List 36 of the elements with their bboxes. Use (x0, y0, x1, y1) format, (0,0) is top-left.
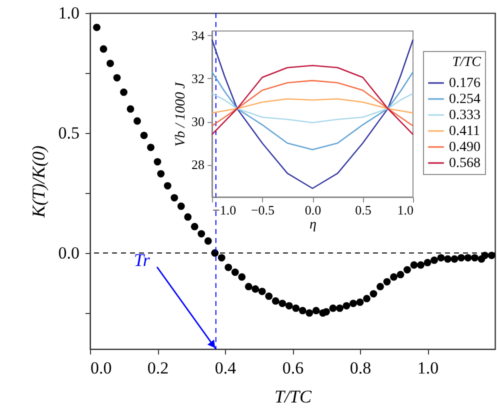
y-tick-label: 0.5 (58, 124, 80, 142)
legend-label: 0.411 (449, 124, 480, 139)
legend-label: 0.568 (449, 156, 480, 171)
line-series (211, 71, 414, 150)
legend-label: 0.333 (449, 108, 480, 123)
line-series (211, 80, 414, 127)
y-tick-label: 32 (192, 70, 204, 86)
x-tick-label: 0.2 (147, 358, 169, 378)
line-series (211, 38, 414, 190)
line-series (211, 64, 414, 136)
y-tick-label: 28 (192, 157, 204, 172)
line-series (211, 92, 414, 124)
legend-title: T/TC (452, 55, 482, 70)
x-tick-label: 0.0 (90, 358, 112, 378)
y-tick-label: 1.0 (58, 4, 80, 22)
line-series (211, 98, 414, 114)
y-tick-label: 0.0 (58, 244, 80, 262)
x-tick-label: 0.0 (304, 202, 322, 218)
x-axis-title: η (310, 218, 317, 232)
x-axis-title: T/TC (274, 386, 313, 406)
annotation: Tr (134, 250, 151, 270)
x-tick-label: −1.0 (212, 202, 236, 218)
y-axis-title: K(T)/K(0) (28, 145, 48, 218)
legend-label: 0.254 (449, 92, 480, 107)
y-tick-label: 34 (192, 28, 205, 43)
x-tick-label: 0.5 (355, 202, 372, 218)
x-tick-label: 1.0 (417, 358, 439, 378)
y-axis-title: Vb / 1000 J (174, 82, 188, 147)
x-tick-label: −0.5 (250, 202, 275, 218)
x-tick-label: 0.6 (282, 358, 304, 378)
x-tick-label: 0.4 (214, 358, 237, 378)
y-tick-label: 30 (192, 114, 204, 130)
legend-label: 0.176 (449, 76, 480, 91)
legend-label: 0.490 (449, 140, 480, 155)
x-tick-label: 1.0 (397, 202, 414, 218)
x-tick-label: 0.8 (350, 358, 372, 378)
